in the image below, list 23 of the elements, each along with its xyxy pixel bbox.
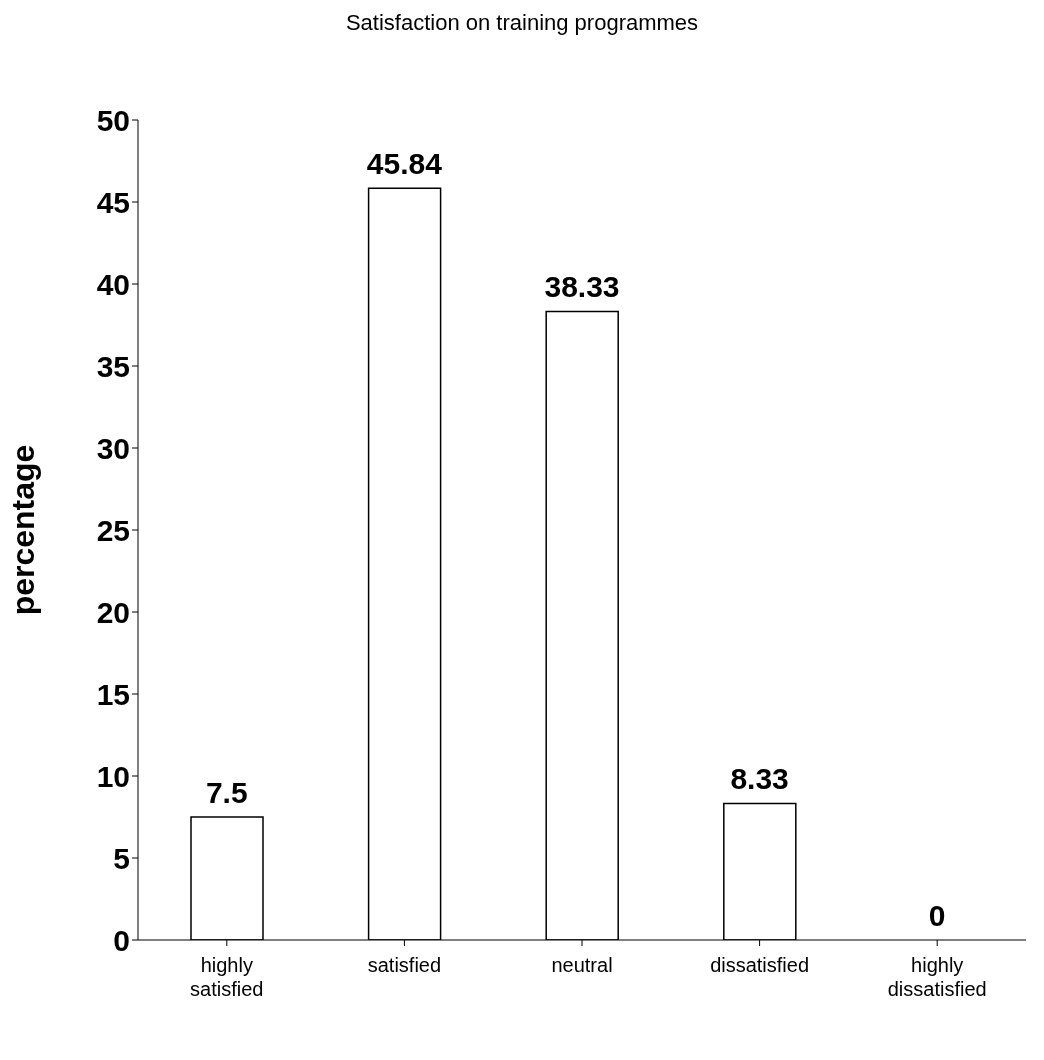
y-tick-label: 30 [96,431,130,465]
data-label: 7.5 [205,775,248,809]
data-label: 0 [928,898,946,932]
x-tick-label: dissatisfied [710,954,810,976]
data-label: 45.84 [366,146,443,180]
y-axis-title: percentage [5,444,42,616]
y-tick-label: 25 [96,513,130,547]
y-tick-label: 15 [96,677,130,711]
y-tick-label: 50 [96,103,130,137]
chart-title: Satisfaction on training programmes [344,10,700,37]
y-tick-label: 45 [96,185,130,219]
x-tick-label: highly dissatisfied [887,954,987,1000]
x-tick-label: satisfied [367,954,442,976]
x-tick-label: neutral [551,954,613,976]
y-tick-label: 5 [113,841,130,875]
x-tick-label: highly satisfied [190,954,264,1000]
data-label: 38.33 [544,269,620,303]
y-tick-label: 20 [96,595,130,629]
y-tick-label: 40 [96,267,130,301]
y-tick-label: 35 [96,349,130,383]
y-tick-label: 10 [96,759,130,793]
data-label: 8.33 [730,761,789,795]
y-tick-label: 0 [113,923,130,957]
